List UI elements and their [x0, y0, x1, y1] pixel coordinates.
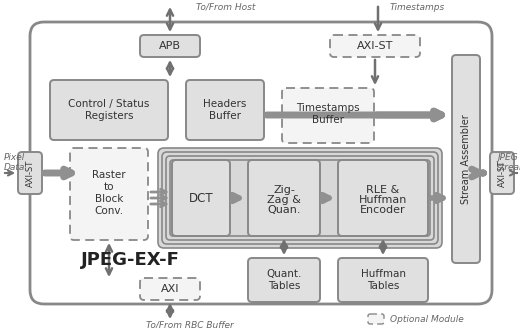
Text: To/From Host: To/From Host: [196, 3, 255, 11]
Text: Control / Status: Control / Status: [68, 99, 150, 109]
FancyBboxPatch shape: [248, 258, 320, 302]
Text: AXI-ST: AXI-ST: [25, 159, 34, 187]
FancyBboxPatch shape: [282, 88, 374, 143]
Text: Headers: Headers: [203, 99, 246, 109]
FancyBboxPatch shape: [18, 152, 42, 194]
Text: Zig-: Zig-: [273, 185, 295, 195]
Text: JPEG: JPEG: [497, 153, 518, 161]
FancyBboxPatch shape: [338, 258, 428, 302]
Text: Huffman: Huffman: [359, 195, 407, 205]
FancyBboxPatch shape: [338, 160, 428, 236]
Text: Timestamps: Timestamps: [296, 103, 360, 113]
Text: DCT: DCT: [189, 192, 213, 204]
FancyBboxPatch shape: [186, 80, 264, 140]
FancyBboxPatch shape: [452, 55, 480, 263]
FancyBboxPatch shape: [172, 160, 230, 236]
FancyBboxPatch shape: [70, 148, 148, 240]
Text: Quant.: Quant.: [266, 269, 302, 279]
Text: AXI-ST: AXI-ST: [357, 41, 393, 51]
Text: Pixel: Pixel: [4, 153, 25, 161]
FancyBboxPatch shape: [140, 278, 200, 300]
Text: Conv.: Conv.: [95, 206, 124, 216]
FancyBboxPatch shape: [330, 35, 420, 57]
Text: Buffer: Buffer: [209, 111, 241, 121]
FancyBboxPatch shape: [30, 22, 492, 304]
Text: Quan.: Quan.: [267, 205, 301, 215]
Text: to: to: [104, 182, 114, 192]
Text: To/From RBC Buffer: To/From RBC Buffer: [146, 320, 234, 328]
Text: APB: APB: [159, 41, 181, 51]
Text: Encoder: Encoder: [360, 205, 406, 215]
Text: Stream Assembler: Stream Assembler: [461, 114, 471, 204]
Text: Registers: Registers: [85, 111, 133, 121]
Text: Timestamps: Timestamps: [390, 3, 445, 11]
Text: Optional Module: Optional Module: [390, 315, 464, 323]
FancyBboxPatch shape: [248, 160, 320, 236]
Text: Block: Block: [95, 194, 123, 204]
Text: Buffer: Buffer: [312, 115, 344, 125]
FancyBboxPatch shape: [140, 35, 200, 57]
Text: AXI: AXI: [161, 284, 179, 294]
Text: Tables: Tables: [367, 281, 399, 291]
Text: Huffman: Huffman: [360, 269, 406, 279]
Text: stream: stream: [497, 162, 520, 172]
FancyBboxPatch shape: [158, 148, 442, 248]
Text: Tables: Tables: [268, 281, 300, 291]
FancyBboxPatch shape: [490, 152, 514, 194]
Text: Raster: Raster: [92, 170, 126, 180]
Text: Zag &: Zag &: [267, 195, 301, 205]
FancyBboxPatch shape: [50, 80, 168, 140]
Text: JPEG-EX-F: JPEG-EX-F: [81, 251, 179, 269]
Text: AXI-ST: AXI-ST: [498, 159, 506, 187]
Text: RLE &: RLE &: [367, 185, 400, 195]
Text: Data: Data: [4, 162, 25, 172]
FancyBboxPatch shape: [368, 314, 384, 324]
